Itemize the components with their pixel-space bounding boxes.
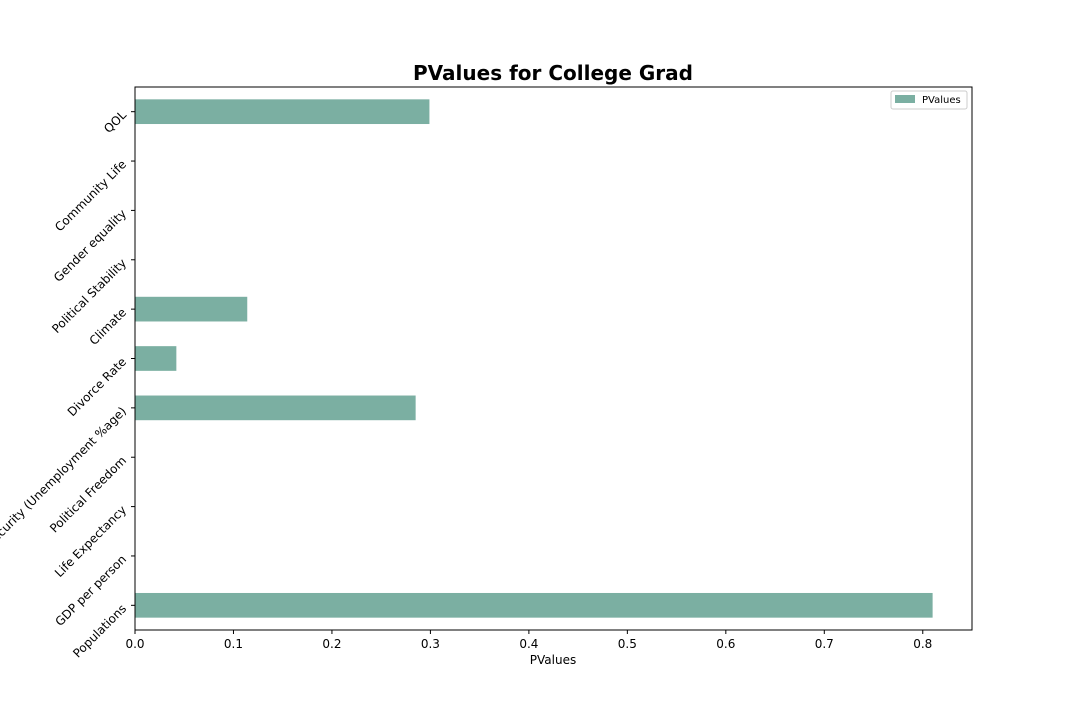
y-tick-label: Job Security (Unemployment %age) [0,404,129,566]
x-axis-label: PValues [530,653,576,667]
y-tick-label: Climate [87,305,130,348]
x-tick-label: 0.8 [913,637,932,651]
x-tick-label: 0.7 [815,637,834,651]
x-tick-label: 0.6 [716,637,735,651]
x-tick-label: 0.2 [322,637,341,651]
legend-label: PValues [922,95,961,106]
x-tick-label: 0.1 [224,637,243,651]
bar-qol [135,99,430,125]
x-axis: 0.0 0.1 0.2 0.3 0.4 0.5 0.6 0.7 0.8 [125,630,932,651]
bar-divorce-rate [135,346,177,371]
bars [135,99,933,618]
bar-job-security-unemployment-age [135,395,416,421]
chart-title: PValues for College Grad [413,61,693,85]
plot-frame [134,86,973,631]
y-tick-label: QOL [101,108,129,136]
x-tick-label: 0.4 [519,637,538,651]
bar-populations [135,592,933,618]
bar-climate [135,296,248,322]
x-tick-label: 0.5 [618,637,637,651]
x-tick-label: 0.0 [125,637,144,651]
legend-swatch [895,95,915,103]
legend: PValues [890,90,968,110]
x-tick-label: 0.3 [421,637,440,651]
